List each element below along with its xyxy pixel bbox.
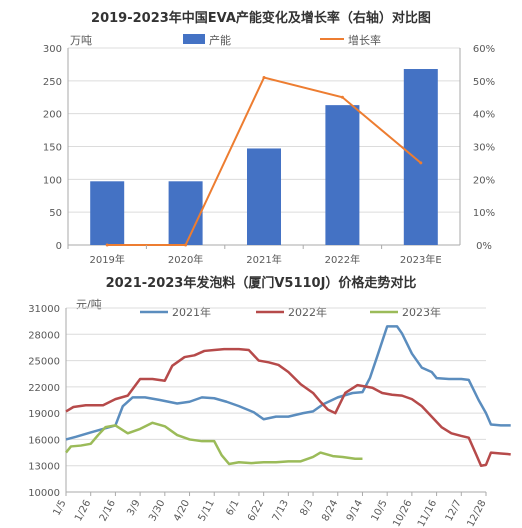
price-x-tick: 5/11 [197, 498, 217, 523]
price-line-2023年 [65, 421, 363, 466]
capacity-y2-tick: 40% [473, 110, 495, 121]
price-x-tick: 9/14 [345, 498, 365, 523]
capacity-y-tick: 100 [43, 175, 62, 186]
capacity-y2-tick: 50% [473, 77, 495, 88]
capacity-y2-tick: 10% [473, 208, 495, 219]
price-line-2022年 [65, 347, 511, 467]
capacity-x-tick: 2023年E [400, 253, 442, 266]
capacity-x-tick: 2022年 [325, 253, 360, 266]
price-y-tick: 31000 [28, 304, 60, 315]
capacity-x-tick: 2021年 [246, 253, 281, 266]
legend-line-label: 增长率 [348, 33, 381, 47]
price-x-tick: 7/13 [271, 498, 291, 523]
growth-rate-point [419, 161, 423, 165]
price-lines [65, 325, 511, 467]
price-x-tick: 1/5 [51, 498, 68, 517]
price-y-tick-labels: 10000 13000 16000 19000 22000 25000 28000 31000 [28, 304, 60, 499]
price-y-tick: 25000 [28, 357, 60, 368]
price-x-tick: 11/16 [416, 498, 439, 528]
capacity-growth-chart: 2019-2023年中国EVA产能变化及增长率（右轴）对比图 万吨 产能 增长率… [43, 10, 495, 266]
price-x-tick: 6/22 [246, 498, 266, 523]
capacity-x-tick: 2019年 [89, 253, 124, 266]
price-legend: 2021年 2022年 2023年 [140, 305, 441, 319]
capacity-x-tick-labels: 2019年 2020年 2021年 2022年 2023年E [67, 245, 442, 266]
price-x-tick-labels: 1/5 1/26 2/16 3/9 3/30 4/20 5/11 6/1 6/22 7/13 8/3… [51, 492, 489, 528]
price-y-tick: 28000 [28, 330, 60, 341]
price-y-tick: 22000 [28, 383, 60, 394]
capacity-y-axis-label: 万吨 [70, 34, 92, 47]
price-x-tick: 8/24 [320, 498, 340, 523]
price-x-tick: 10/5 [370, 498, 390, 523]
capacity-bar [325, 105, 360, 245]
capacity-bar [90, 181, 125, 245]
capacity-y-tick: 0 [56, 241, 62, 252]
capacity-y-tick: 50 [49, 208, 62, 219]
capacity-legend: 产能 增长率 [183, 33, 381, 47]
price-x-tick: 12/28 [465, 498, 488, 528]
price-x-tick: 6/1 [224, 498, 241, 517]
price-x-tick: 2/16 [98, 498, 118, 523]
legend-2023-label: 2023年 [402, 305, 441, 319]
price-gridlines [65, 307, 486, 493]
price-x-tick: 8/3 [298, 498, 315, 517]
capacity-y-tick: 200 [43, 110, 62, 121]
price-x-tick: 12/7 [444, 498, 464, 523]
capacity-y2-tick: 0% [476, 241, 492, 252]
capacity-bar [247, 148, 281, 245]
capacity-y2-tick-labels: 0% 10% 20% 30% 40% 50% 60% [473, 44, 495, 252]
capacity-y2-tick: 20% [473, 175, 495, 186]
growth-rate-point [340, 95, 344, 99]
capacity-y-tick: 300 [43, 44, 62, 55]
price-x-tick: 1/26 [73, 498, 93, 523]
capacity-y-tick: 250 [43, 77, 62, 88]
price-line-2021年 [65, 325, 511, 441]
legend-bar-swatch [183, 34, 205, 44]
price-y-tick: 19000 [28, 409, 60, 420]
capacity-y-tick: 150 [43, 143, 62, 154]
legend-bar-label: 产能 [209, 33, 231, 47]
capacity-bar [403, 69, 438, 245]
growth-rate-line [105, 76, 423, 247]
growth-rate-point [105, 243, 109, 247]
price-y-tick: 13000 [28, 462, 60, 473]
capacity-y2-tick: 60% [473, 44, 495, 55]
capacity-bar [168, 181, 203, 245]
price-trend-chart: 2021-2023年发泡料（厦门V5110J）价格走势对比 元/吨 2021年 … [28, 275, 511, 528]
growth-rate-point [262, 76, 266, 80]
capacity-chart-title: 2019-2023年中国EVA产能变化及增长率（右轴）对比图 [91, 10, 431, 26]
price-x-tick: 3/30 [147, 498, 167, 523]
price-x-tick: 3/9 [125, 498, 142, 517]
price-x-tick: 10/26 [391, 498, 414, 528]
capacity-y2-tick: 30% [473, 143, 495, 154]
legend-2021-label: 2021年 [172, 305, 211, 319]
price-y-tick: 16000 [28, 435, 60, 446]
price-y-tick: 10000 [28, 488, 60, 499]
capacity-x-tick: 2020年 [168, 253, 203, 266]
capacity-y-tick-labels: 0 50 100 150 200 250 300 [43, 44, 62, 252]
price-x-tick: 4/20 [172, 498, 192, 523]
legend-2022-label: 2022年 [288, 305, 327, 319]
growth-rate-point [184, 243, 188, 247]
price-y-axis-label: 元/吨 [76, 298, 102, 311]
price-chart-title: 2021-2023年发泡料（厦门V5110J）价格走势对比 [106, 275, 417, 291]
capacity-bars [90, 69, 438, 245]
